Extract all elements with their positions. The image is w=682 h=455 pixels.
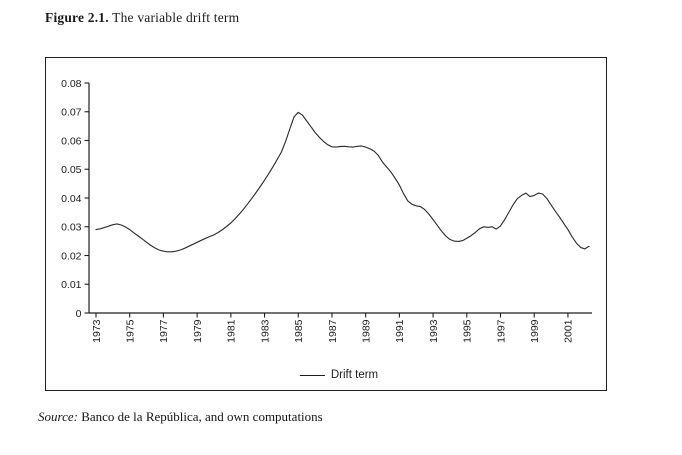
x-tick-label: 1977: [158, 319, 170, 343]
source-note: Source: Banco de la República, and own c…: [38, 409, 323, 425]
y-tick-label: 0.02: [61, 250, 82, 262]
source-note-text: Banco de la República, and own computati…: [77, 409, 323, 424]
y-tick-label: 0.04: [61, 193, 82, 205]
x-tick-label: 1993: [428, 319, 440, 343]
figure-caption-label: Figure 2.1.: [45, 10, 109, 25]
x-tick-label: 1979: [192, 319, 204, 343]
chart-frame: 0 0.01 0.02 0.03 0.04 0.05 0.06 0.07 0.08 1973 197…: [45, 57, 607, 391]
y-tick-label: 0.06: [61, 135, 82, 147]
x-tick-label: 1991: [394, 319, 406, 343]
x-tick-label: 1983: [259, 319, 271, 343]
y-tick-label: 0: [76, 308, 82, 320]
y-tick-label: 0.05: [61, 164, 82, 176]
y-tick-label: 0.03: [61, 222, 82, 234]
drift-chart-svg: 0 0.01 0.02 0.03 0.04 0.05 0.06 0.07 0.08 1973 197…: [61, 78, 592, 343]
figure-caption-title: The variable drift term: [108, 10, 240, 25]
drift-term-line: [95, 111, 590, 253]
x-tick-label: 1985: [293, 319, 305, 343]
x-tick-label: 1989: [360, 319, 372, 343]
legend-line-sample: [299, 374, 325, 376]
y-tick-label: 0.07: [61, 107, 82, 119]
x-tick-label: 1981: [226, 319, 238, 343]
y-tick-label: 0.01: [61, 279, 82, 291]
x-tick-label: 1997: [495, 319, 507, 343]
x-tick-label: 1975: [125, 319, 137, 343]
x-tick-label: 2001: [563, 319, 575, 343]
source-note-prefix: Source:: [38, 409, 78, 424]
figure-caption: Figure 2.1. The variable drift term: [45, 10, 239, 26]
legend-label: Drift term: [330, 369, 379, 381]
y-tick-label: 0.08: [61, 78, 82, 90]
x-tick-label: 1995: [462, 319, 474, 343]
x-tick-label: 1987: [327, 319, 339, 343]
x-tick-label: 1999: [529, 319, 541, 343]
chart-legend: Drift term: [299, 369, 379, 381]
x-tick-label: 1973: [91, 319, 103, 343]
